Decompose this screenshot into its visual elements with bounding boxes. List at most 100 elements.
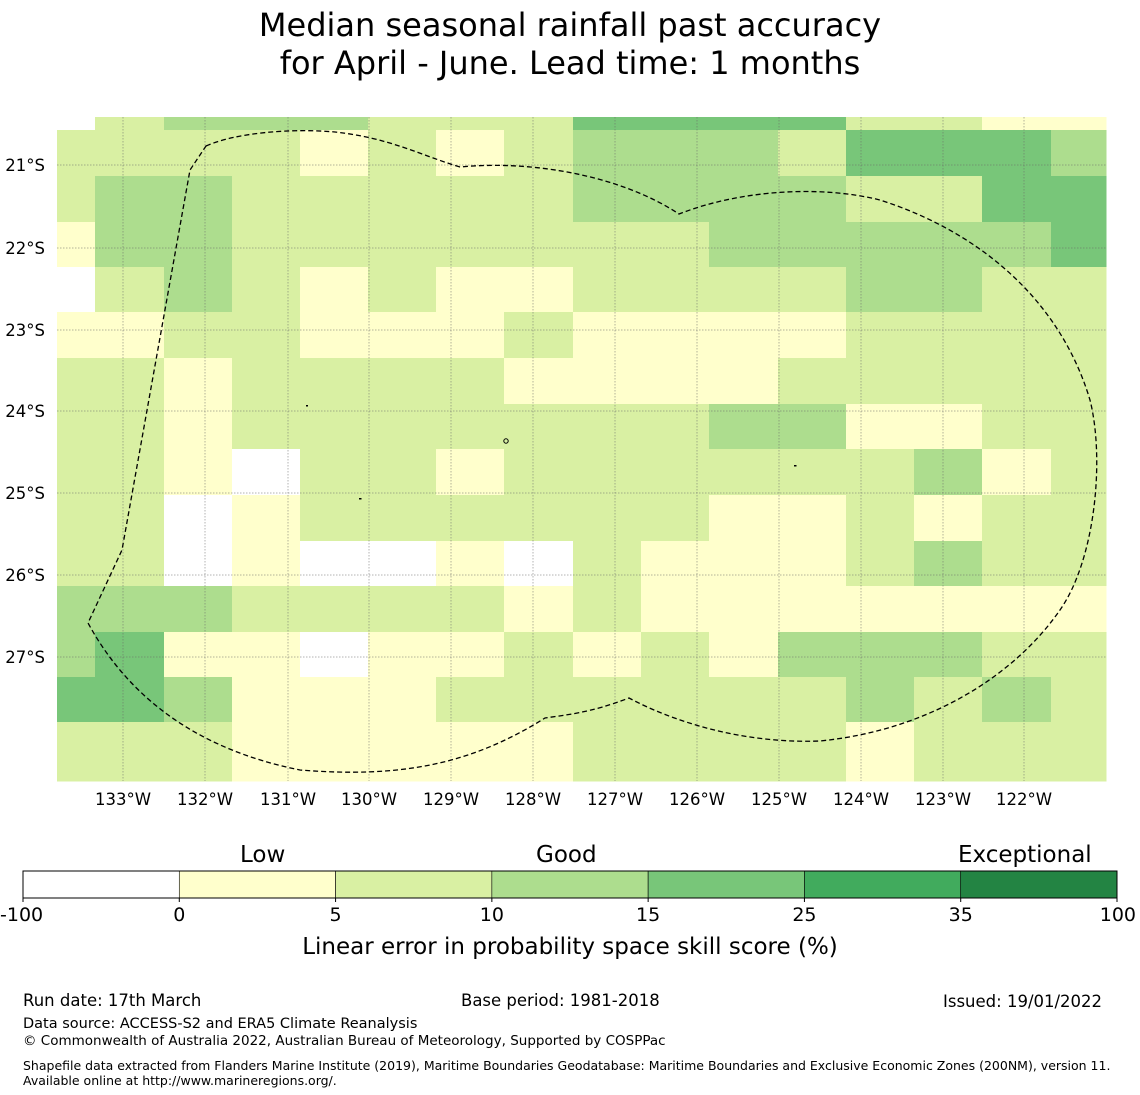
colorbar-tick-label: 15: [636, 904, 660, 926]
grid-cell: [982, 117, 1052, 131]
category-low: Low: [240, 842, 286, 868]
grid-cell: [436, 267, 505, 313]
grid-cell: [982, 358, 1052, 405]
grid-cell: [164, 358, 233, 405]
lon-label: 125°W: [751, 790, 807, 809]
grid-cell: [300, 632, 369, 678]
grid-cell: [368, 117, 437, 131]
grid-cell: [436, 632, 505, 678]
grid-cell: [95, 449, 165, 496]
grid-cell: [95, 404, 165, 450]
grid-cell: [846, 222, 915, 268]
grid-cell: [95, 722, 165, 769]
grid-cell: [778, 632, 847, 678]
grid-cell: [641, 495, 710, 542]
category-good: Good: [536, 842, 597, 868]
colorbar-tick-label: 0: [173, 904, 185, 926]
grid-cell: [573, 130, 642, 177]
skill-grid: [57, 117, 1107, 782]
grid-cell: [914, 404, 983, 450]
grid-cell: [846, 130, 915, 177]
lat-label: 21°S: [5, 156, 45, 175]
grid-cell: [778, 358, 847, 405]
grid-cell: [300, 130, 369, 177]
grid-cell: [846, 358, 915, 405]
grid-cell: [914, 117, 983, 131]
grid-cell: [504, 586, 574, 633]
grid-cell: [504, 312, 574, 359]
grid-cell: [300, 449, 369, 496]
grid-cell: [709, 632, 779, 678]
grid-cell: [982, 267, 1052, 313]
grid-cell: [1051, 495, 1107, 542]
grid-cell: [95, 677, 165, 723]
grid-cell: [641, 222, 710, 268]
grid-cell: [1051, 722, 1107, 769]
grid-cell: [504, 632, 574, 678]
grid-cell: [641, 312, 710, 359]
grid-cell: [982, 176, 1052, 223]
grid-cell: [914, 495, 983, 542]
grid-cell: [436, 495, 505, 542]
grid-cell: [232, 586, 301, 633]
lon-label: 128°W: [505, 790, 561, 809]
grid-cell: [846, 267, 915, 313]
grid-cell: [368, 358, 437, 405]
grid-cell: [232, 449, 301, 496]
colorbar-frame: [22, 870, 1118, 899]
colorbar-tick-label: 5: [330, 904, 342, 926]
run-date: Run date: 17th March: [23, 991, 202, 1010]
grid-cell: [641, 176, 710, 223]
grid-cell: [436, 586, 505, 633]
grid-cell: [368, 495, 437, 542]
grid-cell: [641, 541, 710, 587]
grid-cell: [57, 267, 96, 313]
grid-cell: [1051, 267, 1107, 313]
data-source: Data source: ACCESS-S2 and ERA5 Climate …: [23, 1016, 418, 1032]
grid-cell: [164, 768, 233, 782]
grid-cell: [778, 677, 847, 723]
grid-cell: [57, 768, 96, 782]
grid-cell: [778, 449, 847, 496]
grid-cell: [1051, 130, 1107, 177]
grid-cell: [436, 768, 505, 782]
grid-cell: [164, 677, 233, 723]
grid-cell: [300, 495, 369, 542]
grid-cell: [436, 722, 505, 769]
grid-cell: [57, 312, 96, 359]
grid-cell: [368, 312, 437, 359]
grid-cell: [982, 130, 1052, 177]
grid-cell: [641, 358, 710, 405]
grid-cell: [95, 495, 165, 542]
shapefile-credit: Shapefile data extracted from Flanders M…: [23, 1058, 1111, 1088]
grid-cell: [57, 449, 96, 496]
grid-cell: [709, 267, 779, 313]
colorbar-label: Linear error in probability space skill …: [302, 934, 838, 960]
grid-cell: [573, 677, 642, 723]
grid-cell: [368, 267, 437, 313]
grid-cell: [846, 677, 915, 723]
skill-map: 21°S22°S23°S24°S25°S26°S27°S 133°W 132°W 1…: [0, 117, 1136, 960]
grid-cell: [573, 404, 642, 450]
lon-label: 122°W: [996, 790, 1052, 809]
grid-cell: [504, 358, 574, 405]
grid-cell: [368, 130, 437, 177]
grid-cell: [982, 677, 1052, 723]
title-line-1: Median seasonal rainfall past accuracy: [258, 6, 882, 44]
grid-cell: [300, 722, 369, 769]
grid-cell: [778, 117, 847, 131]
grid-cell: [300, 541, 369, 587]
category-exceptional: Exceptional: [958, 842, 1092, 868]
grid-cell: [232, 495, 301, 542]
island-marker: [306, 405, 308, 407]
grid-cell: [1051, 768, 1107, 782]
grid-cell: [641, 130, 710, 177]
grid-cell: [300, 176, 369, 223]
grid-cell: [504, 267, 574, 313]
grid-cell: [573, 312, 642, 359]
colorbar-swatch: [178, 870, 336, 899]
grid-cell: [982, 632, 1052, 678]
grid-cell: [641, 586, 710, 633]
grid-cell: [164, 586, 233, 633]
grid-cell: [232, 222, 301, 268]
